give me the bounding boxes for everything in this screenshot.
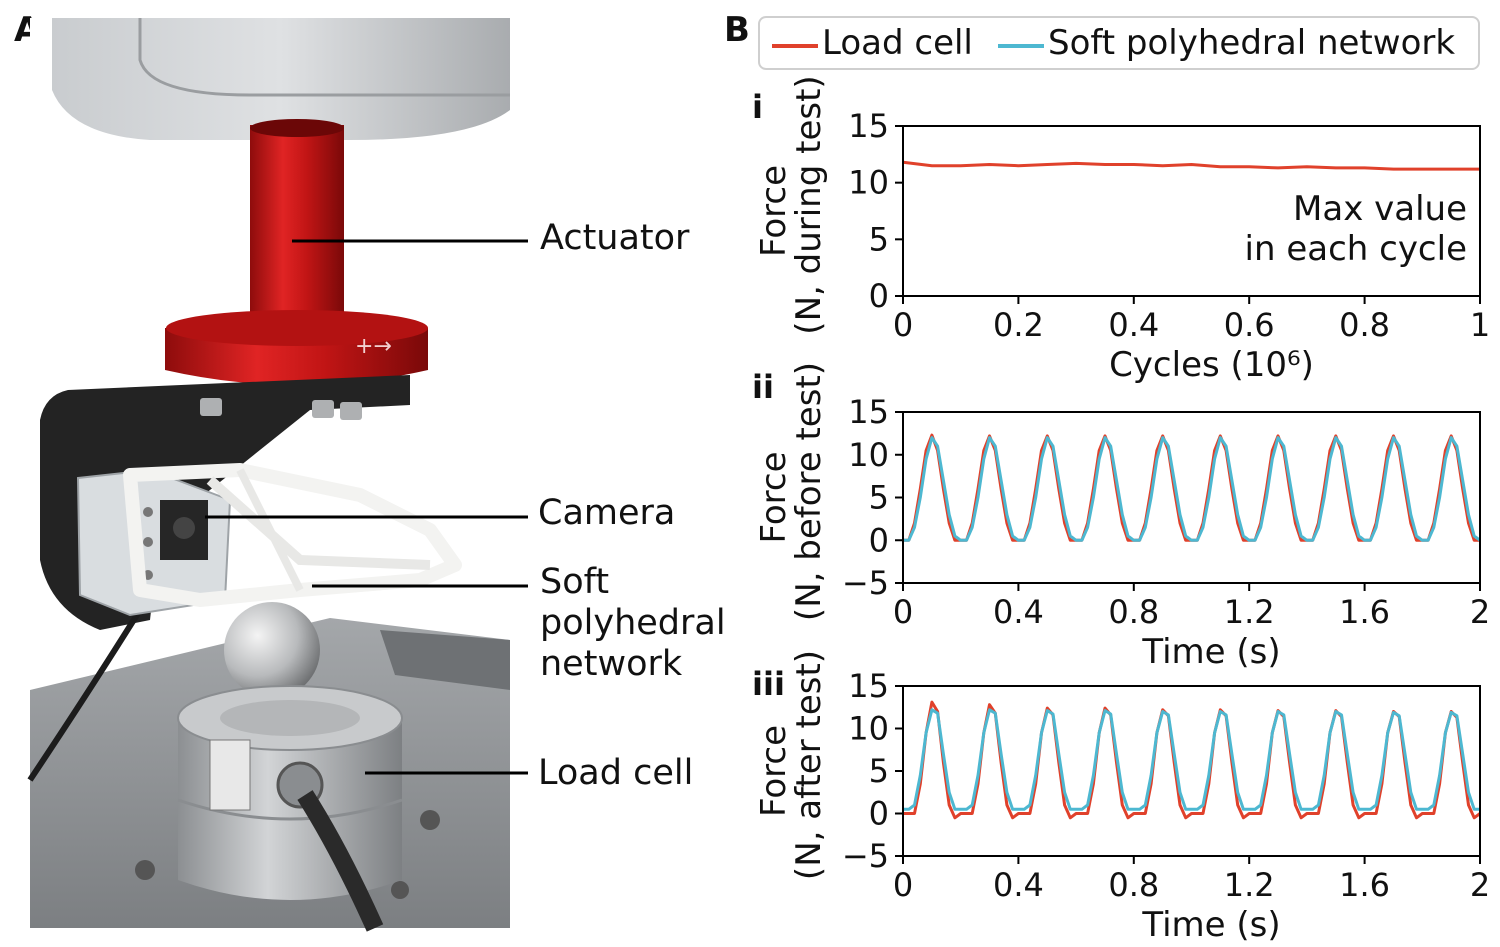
chart-iii-xlabel: Time (s) — [1141, 905, 1280, 945]
chart-iii-panel-label: iii — [752, 665, 785, 703]
svg-text:+→: +→ — [355, 334, 392, 359]
chart-ii-ylabel-line2: (N, before test) — [789, 362, 829, 621]
chart-iii-ytick-label-4: 15 — [848, 667, 889, 705]
chart-ii-ytick-label-0: −5 — [842, 564, 889, 602]
chart-ii-xtick-label-4: 1.6 — [1339, 593, 1390, 631]
chart-ii-xtick-label-5: 2 — [1470, 593, 1490, 631]
chart-i-xtick-label-2: 0.4 — [1108, 306, 1159, 344]
camera-label: Camera — [538, 493, 676, 533]
chart-i-xtick-label-1: 0.2 — [993, 306, 1044, 344]
legend-label-network: Soft polyhedral network — [1048, 23, 1456, 63]
legend-label-load-cell: Load cell — [822, 23, 973, 63]
legend-swatch-load-cell — [772, 44, 818, 48]
legend-swatch-network — [998, 44, 1044, 48]
chart-i-frame — [902, 125, 1481, 297]
chart-ii-panel-label: ii — [752, 368, 774, 406]
chart-iii-xtick-label-4: 1.6 — [1339, 866, 1390, 904]
chart-i-ytick-label-0: 0 — [869, 277, 889, 315]
chart-iii-series-1 — [903, 708, 1480, 811]
chart-ii-xtick-label-0: 0 — [893, 593, 913, 631]
chart-i-ytick-label-1: 5 — [869, 220, 889, 258]
chart-ii-xtick-label-3: 1.2 — [1224, 593, 1275, 631]
chart-ii-ylabel-line1: Force — [754, 452, 794, 544]
chart-ii-ytick-label-1: 0 — [869, 521, 889, 559]
panel-letter-b: B — [724, 10, 750, 50]
chart-i-xtick-label-0: 0 — [893, 306, 913, 344]
chart-iii-ylabel-line1: Force — [754, 725, 794, 817]
test-rig-photo: +→ — [27, 18, 528, 932]
chart-i-annotation-line2: in each cycle — [1245, 229, 1467, 269]
steel-ball — [224, 602, 320, 698]
chart-ii-ytick-label-2: 5 — [869, 479, 889, 517]
chart-iii-series-0 — [903, 700, 1481, 820]
chart-legend: Load cell Soft polyhedral network — [758, 16, 1480, 70]
actuator-label: Actuator — [540, 218, 690, 258]
photo-scene: +→ — [27, 18, 510, 932]
chart-i-xtick-label-5: 1 — [1470, 306, 1490, 344]
soft-network — [123, 463, 462, 607]
chart-iii-xtick-label-2: 0.8 — [1108, 866, 1159, 904]
chart-iii-ytick-label-0: −5 — [842, 837, 889, 875]
chart-iii-xtick-label-0: 0 — [893, 866, 913, 904]
chart-i-ytick-label-3: 15 — [848, 107, 889, 145]
instrument-housing — [52, 18, 510, 140]
chart-iii-ytick-label-3: 10 — [848, 710, 889, 748]
chart-i-ytick-label-2: 10 — [848, 164, 889, 202]
chart-i-ylabel-line2: (N, during test) — [789, 75, 829, 334]
load-cell-label: Load cell — [538, 753, 694, 793]
chart-i-xtick-label-4: 0.8 — [1339, 306, 1390, 344]
chart-ii-ytick-label-3: 10 — [848, 436, 889, 474]
chart-i-xlabel: Cycles (10⁶) — [1109, 345, 1314, 385]
chart-i-series-0 — [902, 160, 1480, 171]
chart-iii-xtick-label-5: 2 — [1470, 866, 1490, 904]
chart-iii-xtick-label-1: 0.4 — [993, 866, 1044, 904]
actuator-shaft — [250, 125, 344, 325]
chart-ii-series-0 — [903, 433, 1480, 542]
network-label: Soft polyhedral network — [540, 562, 726, 684]
chart-i-annotation-line1: Max value — [1293, 189, 1467, 229]
chart-ii-xtick-label-2: 0.8 — [1108, 593, 1159, 631]
chart-i-ylabel-line1: Force — [754, 165, 794, 257]
chart-ii-xtick-label-1: 0.4 — [993, 593, 1044, 631]
chart-ii-series-1 — [903, 436, 1481, 542]
chart-ii-ytick-label-4: 15 — [848, 393, 889, 431]
chart-iii-ytick-label-2: 5 — [869, 752, 889, 790]
chart-iii-ytick-label-1: 0 — [869, 795, 889, 833]
chart-i-xtick-label-3: 0.6 — [1224, 306, 1275, 344]
chart-iii-xtick-label-3: 1.2 — [1224, 866, 1275, 904]
chart-i-panel-label: i — [752, 88, 763, 126]
chart-iii-ylabel-line2: (N, after test) — [789, 650, 829, 880]
chart-ii-xlabel: Time (s) — [1141, 632, 1280, 672]
